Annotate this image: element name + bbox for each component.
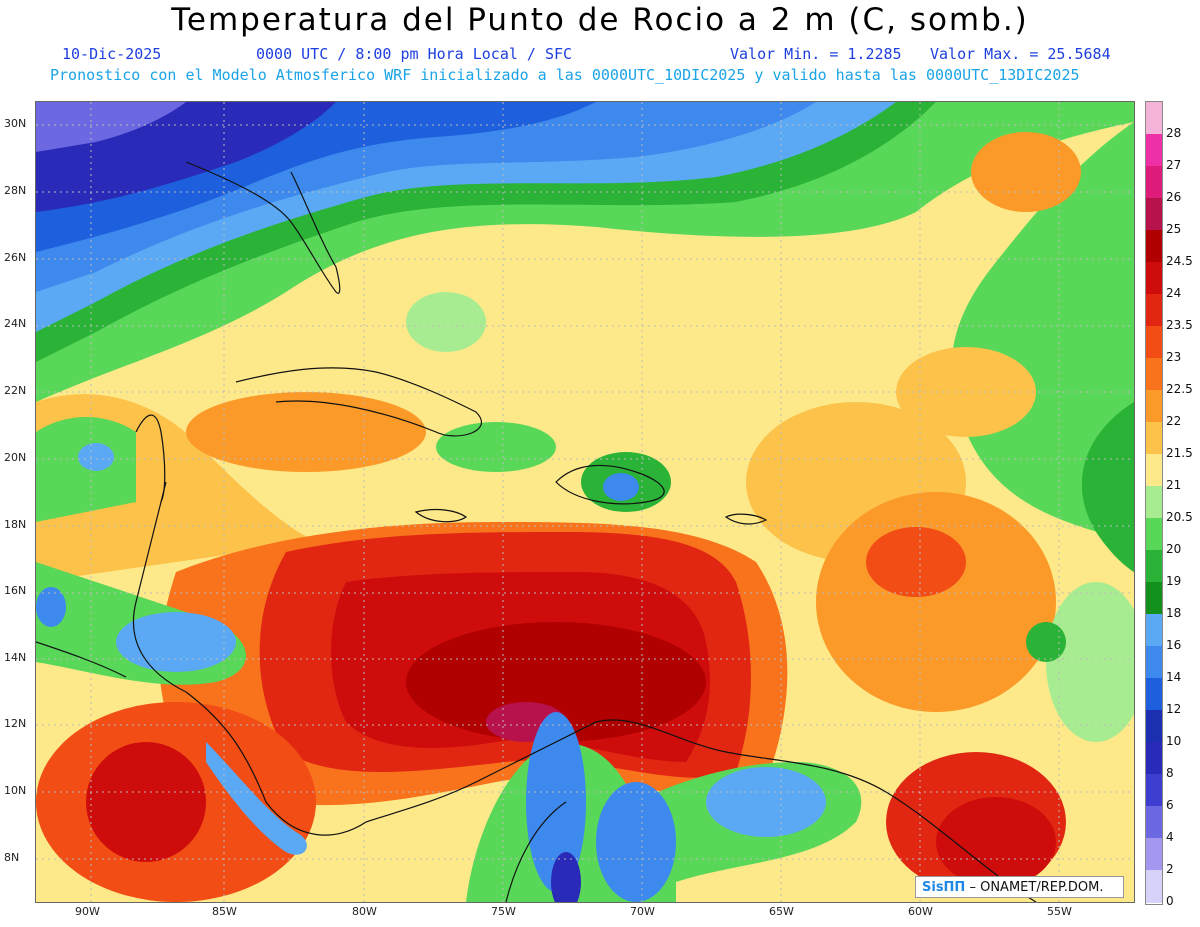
colorbar-label: 16 (1166, 638, 1182, 652)
colorbar-label: 27 (1166, 158, 1182, 172)
colorbar-segment (1146, 870, 1162, 903)
colorbar-segment (1146, 678, 1162, 711)
lat-label: 26N (4, 251, 27, 264)
colorbar-segment (1146, 198, 1162, 231)
colorbar-segment (1146, 774, 1162, 807)
lon-label: 65W (769, 905, 794, 918)
colorbar-label: 25 (1166, 222, 1182, 236)
colorbar-label: 21.5 (1166, 446, 1193, 460)
lon-label: 55W (1047, 905, 1072, 918)
colorbar-label: 4 (1166, 830, 1174, 844)
colorbar-label: 20.5 (1166, 510, 1193, 524)
colorbar-segment (1146, 550, 1162, 583)
lat-label: 28N (4, 184, 27, 197)
colorbar-label: 23 (1166, 350, 1182, 364)
colorbar-segment (1146, 102, 1162, 135)
colorbar-segment (1146, 838, 1162, 871)
lon-label: 60W (908, 905, 933, 918)
colorbar-segment (1146, 614, 1162, 647)
lat-label: 30N (4, 117, 27, 130)
colorbar-label: 22 (1166, 414, 1182, 428)
colorbar-label: 21 (1166, 478, 1182, 492)
lon-label: 80W (352, 905, 377, 918)
colorbar-label: 26 (1166, 190, 1182, 204)
colorbar-segment (1146, 806, 1162, 839)
colorbar-label: 20 (1166, 542, 1182, 556)
colorbar-label: 14 (1166, 670, 1182, 684)
lat-label: 14N (4, 651, 27, 664)
model-subtitle: Pronostico con el Modelo Atmosferico WRF… (50, 66, 1080, 84)
lon-label: 70W (630, 905, 655, 918)
max-value: Valor Max. = 25.5684 (930, 45, 1111, 63)
colorbar-segment (1146, 582, 1162, 615)
colorbar-segment (1146, 422, 1162, 455)
colorbar-segment (1146, 742, 1162, 775)
min-value: Valor Min. = 1.2285 (730, 45, 902, 63)
credit-box: SisПΠ – ONAMET/REP.DOM. (915, 876, 1124, 898)
colorbar-segment (1146, 262, 1162, 295)
colorbar-segment (1146, 646, 1162, 679)
colorbar-label: 6 (1166, 798, 1174, 812)
colorbar-segment (1146, 486, 1162, 519)
colorbar-segment (1146, 134, 1162, 167)
colorbar-label: 24.5 (1166, 254, 1193, 268)
lat-label: 22N (4, 384, 27, 397)
credit-brand: SisПΠ (922, 880, 966, 895)
colorbar-segment (1146, 710, 1162, 743)
colorbar-segment (1146, 166, 1162, 199)
colorbar-label: 24 (1166, 286, 1182, 300)
lat-label: 8N (4, 851, 20, 864)
lon-label: 85W (212, 905, 237, 918)
forecast-time: 0000 UTC / 8:00 pm Hora Local / SFC (256, 45, 573, 63)
dewpoint-map (35, 101, 1135, 903)
lat-label: 12N (4, 717, 27, 730)
colorbar-label: 23.5 (1166, 318, 1193, 332)
lat-label: 18N (4, 518, 27, 531)
colorbar-segment (1146, 518, 1162, 551)
colorbar-segment (1146, 390, 1162, 423)
lat-label: 10N (4, 784, 27, 797)
colorbar-label: 2 (1166, 862, 1174, 876)
colorbar-label: 28 (1166, 126, 1182, 140)
colorbar-segment (1146, 358, 1162, 391)
colorbar-label: 8 (1166, 766, 1174, 780)
colorbar-segment (1146, 230, 1162, 263)
colorbar-label: 18 (1166, 606, 1182, 620)
map-field-svg (36, 102, 1134, 902)
lat-label: 24N (4, 317, 27, 330)
lon-label: 75W (491, 905, 516, 918)
colorbar (1145, 101, 1163, 905)
colorbar-label: 10 (1166, 734, 1182, 748)
colorbar-label: 12 (1166, 702, 1182, 716)
lon-label: 90W (75, 905, 100, 918)
forecast-date: 10-Dic-2025 (62, 45, 162, 63)
lat-label: 20N (4, 451, 27, 464)
colorbar-label: 0 (1166, 894, 1174, 908)
colorbar-segment (1146, 326, 1162, 359)
chart-title: Temperatura del Punto de Rocio a 2 m (C,… (171, 2, 1029, 38)
credit-text: – ONAMET/REP.DOM. (965, 880, 1104, 895)
colorbar-label: 22.5 (1166, 382, 1193, 396)
colorbar-segment (1146, 294, 1162, 327)
colorbar-segment (1146, 454, 1162, 487)
colorbar-label: 19 (1166, 574, 1182, 588)
lat-label: 16N (4, 584, 27, 597)
